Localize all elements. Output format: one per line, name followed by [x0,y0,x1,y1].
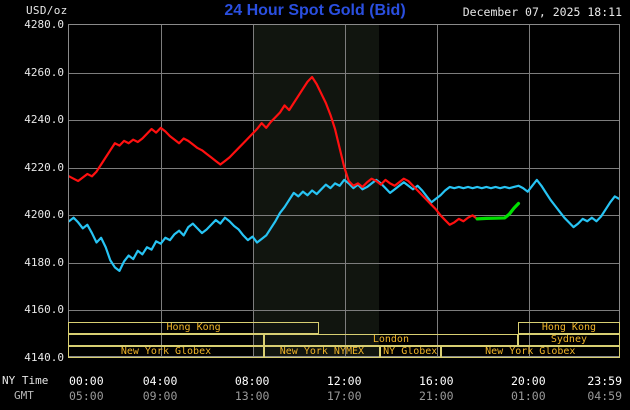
x-axis-tick-label-gmt: 13:00 [234,389,270,403]
x-axis-tick-label-gmt: 09:00 [142,389,178,403]
session-block: New York Globex [440,346,620,358]
gridline-vertical [161,25,162,356]
price-line-series-2 [477,204,518,219]
session-shading [253,25,380,356]
x-axis-tick-label-ny: 04:00 [142,374,178,388]
gridline-vertical [437,25,438,356]
session-block: Sydney [517,334,620,346]
y-axis-tick-label: 4260.0 [24,65,64,79]
x-axis: NY Time GMT 00:00 05:00 04:00 09:00 08:00 13:… [0,358,630,410]
y-axis-tick-label: 4240.0 [24,113,64,127]
session-row-1: Hong Kong Hong Kong [68,322,620,334]
x-axis-tick-label-ny: 00:00 [69,374,104,388]
x-axis-tick-label-gmt: 01:00 [511,389,546,403]
x-axis-tick-label-gmt: 17:00 [326,389,362,403]
session-row-3: New York Globex New York NYMEX NY Globex Ne… [68,346,620,358]
price-series-layer [69,25,619,356]
y-axis-tick-label: 4140.0 [24,351,64,364]
session-row-2: London Sydney [68,334,620,346]
y-axis-tick-label: 4160.0 [24,303,64,317]
y-axis-units-label: USD/oz [26,4,68,17]
session-block: London [263,334,518,346]
session-block: New York Globex [68,346,264,358]
x-axis-tick-label-ny: 12:00 [326,374,362,388]
gridline-horizontal [69,263,619,264]
quote-timestamp: December 07, 2025 18:11 [462,5,622,19]
price-line-series-1 [69,77,477,225]
y-axis-tick-label: 4280.0 [24,18,64,31]
x-axis-ny-time-label: NY Time [2,374,49,387]
gridline-horizontal [69,310,619,311]
market-session-bars: Hong Kong Hong Kong London Sydney New York G… [68,322,620,358]
x-axis-tick-label-gmt: 21:00 [418,389,454,403]
x-axis-tick-label-gmt: 04:59 [587,389,622,403]
x-axis-tick-label-gmt: 05:00 [69,389,104,403]
y-axis-tick-label: 4180.0 [24,255,64,269]
y-axis-tick-label: 4200.0 [24,208,64,222]
session-block: Hong Kong [517,322,620,334]
gridline-horizontal [69,215,619,216]
gridline-horizontal [69,73,619,74]
session-block: Hong Kong [68,322,320,334]
session-block: New York NYMEX [263,346,380,358]
gridline-vertical [345,25,346,356]
session-block: NY Globex [379,346,441,358]
x-axis-tick-label-ny: 08:00 [234,374,270,388]
plot-area [68,24,620,357]
y-axis: 4280.0 4260.0 4240.0 4220.0 4200.0 4180.0 4160… [0,0,64,410]
x-axis-gmt-label: GMT [14,389,34,402]
y-axis-tick-label: 4220.0 [24,160,64,174]
x-axis-tick-label-ny: 20:00 [511,374,546,388]
price-line-series-0 [69,180,619,271]
gridline-horizontal [69,120,619,121]
x-axis-tick-label-ny: 23:59 [587,374,622,388]
x-axis-tick-label-ny: 16:00 [418,374,454,388]
session-block-empty [68,334,264,346]
gridline-vertical [253,25,254,356]
page-title: 24 Hour Spot Gold (Bid) [224,2,406,19]
